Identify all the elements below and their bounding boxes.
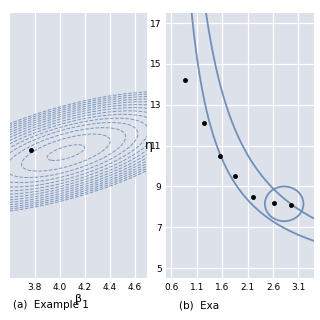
Text: (a)  Example 1: (a) Example 1 (13, 300, 89, 310)
X-axis label: β: β (75, 294, 82, 304)
Text: (b)  Exa: (b) Exa (179, 300, 219, 310)
Y-axis label: η: η (145, 139, 153, 152)
